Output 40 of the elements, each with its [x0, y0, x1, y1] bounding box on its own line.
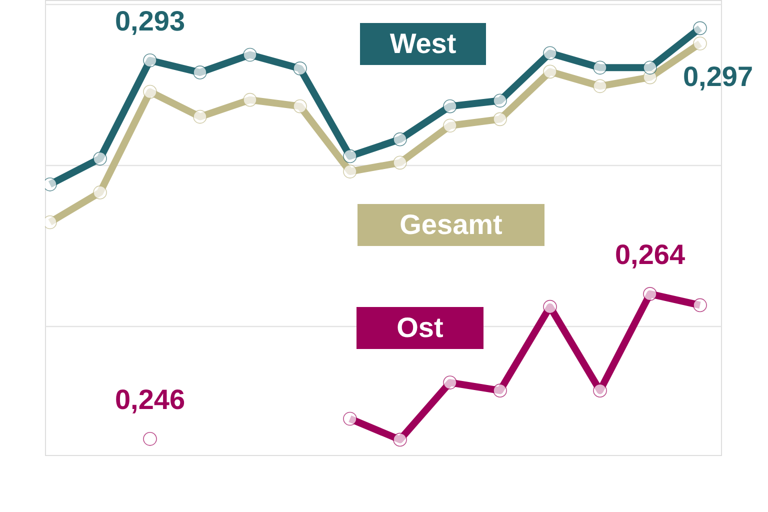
data-label: 0,293 — [114, 5, 186, 36]
series-label: Gesamt — [400, 209, 502, 240]
point — [693, 36, 707, 50]
point — [643, 287, 657, 301]
data-label: 0,297 — [682, 61, 754, 92]
point — [593, 79, 607, 94]
point — [343, 164, 357, 178]
data-label: 0,264 — [614, 238, 686, 270]
point — [293, 62, 307, 76]
series-label: Ost — [396, 312, 444, 343]
point — [243, 92, 257, 107]
point — [143, 84, 157, 99]
point — [693, 21, 707, 36]
point — [493, 384, 507, 398]
point — [293, 99, 307, 114]
point — [643, 60, 657, 75]
point — [93, 152, 107, 166]
point — [393, 156, 407, 170]
point — [143, 53, 157, 68]
point — [443, 99, 457, 114]
point — [593, 384, 607, 398]
point — [243, 48, 257, 62]
series-label: West — [390, 28, 456, 59]
point — [393, 132, 407, 146]
point — [343, 412, 357, 426]
point — [193, 110, 207, 124]
point — [693, 298, 707, 312]
point — [343, 149, 357, 164]
point — [493, 94, 507, 108]
point — [543, 300, 557, 314]
point — [193, 66, 207, 80]
point — [543, 46, 557, 60]
point — [443, 376, 457, 390]
point — [443, 118, 457, 133]
point — [93, 186, 107, 200]
data-label: 0,246 — [114, 384, 186, 415]
point — [543, 64, 557, 79]
point — [493, 112, 507, 126]
point — [393, 432, 407, 447]
point — [593, 60, 607, 75]
